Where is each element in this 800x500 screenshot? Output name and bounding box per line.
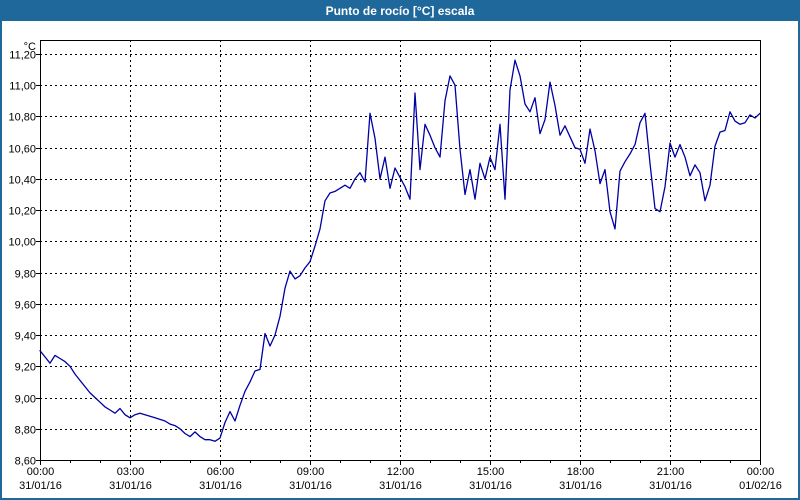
- y-tick-label: 10,20: [8, 206, 36, 218]
- y-tick-label: 10,60: [8, 144, 36, 156]
- x-tick-date-label: 31/01/16: [379, 480, 422, 492]
- x-tick-date-label: 31/01/16: [199, 480, 242, 492]
- y-tick-label: 9,40: [15, 331, 36, 343]
- y-tick-label: 8,80: [15, 425, 36, 437]
- x-tick-time-label: 15:00: [477, 466, 505, 478]
- y-tick-label: 10,80: [8, 112, 36, 124]
- y-tick-label: 8,60: [15, 456, 36, 468]
- y-tick-label: 11,20: [9, 50, 36, 62]
- x-tick-date-label: 31/01/16: [559, 480, 602, 492]
- title-bar: Punto de rocío [°C] escala: [2, 2, 798, 21]
- y-tick-label: 11,00: [9, 81, 36, 93]
- x-tick-date-label: 01/02/16: [739, 480, 782, 492]
- chart-area: 11,20 11,00 10,80 10,60 10,40 10,20 10,00 9,80 9…: [2, 21, 798, 498]
- y-axis-unit-label: °C: [24, 41, 36, 53]
- window-title: Punto de rocío [°C] escala: [325, 4, 475, 18]
- x-tick-date-label: 31/01/16: [469, 480, 512, 492]
- x-tick-time-label: 12:00: [387, 466, 415, 478]
- x-tick-time-label: 00:00: [27, 466, 55, 478]
- x-tick-time-label: 21:00: [657, 466, 685, 478]
- x-tick-time-label: 09:00: [297, 466, 325, 478]
- y-tick-label: 9,60: [15, 300, 36, 312]
- x-tick-time-label: 03:00: [117, 466, 145, 478]
- x-tick-date-label: 31/01/16: [109, 480, 152, 492]
- x-tick-time-label: 18:00: [567, 466, 595, 478]
- dew-point-line-chart: 11,20 11,00 10,80 10,60 10,40 10,20 10,00 9,80 9…: [8, 40, 782, 492]
- y-tick-label: 10,40: [8, 175, 36, 187]
- x-tick-time-label: 00:00: [747, 466, 775, 478]
- y-tick-label: 9,20: [15, 362, 36, 374]
- y-tick-label: 9,80: [15, 269, 36, 281]
- x-tick-date-label: 31/01/16: [289, 480, 332, 492]
- plot-border: [40, 40, 761, 461]
- x-tick-date-label: 31/01/16: [19, 480, 62, 492]
- x-tick-time-label: 06:00: [207, 466, 235, 478]
- y-tick-label: 9,00: [15, 394, 36, 406]
- dew-point-series-line: [39, 59, 761, 442]
- x-tick-date-label: 31/01/16: [649, 480, 692, 492]
- y-tick-label: 10,00: [8, 237, 36, 249]
